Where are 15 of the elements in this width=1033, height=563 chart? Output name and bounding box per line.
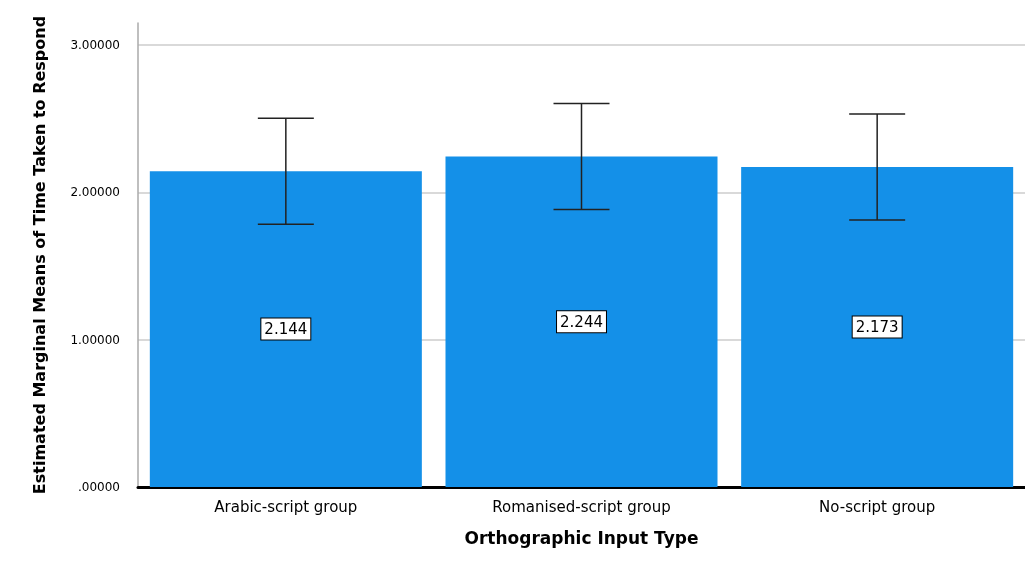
x-tick-label: No-script group <box>819 497 936 516</box>
bar <box>741 166 1014 487</box>
x-axis-title: Orthographic Input Type <box>464 527 699 548</box>
y-tick-label: .00000 <box>78 480 120 494</box>
data-label: 2.173 <box>855 317 899 336</box>
y-tick-label: 3.00000 <box>70 38 120 53</box>
y-axis-title: Estimated Marginal Means of Time Taken to Respond <box>29 15 49 495</box>
y-tick-label: 1.00000 <box>70 332 120 347</box>
y-tick-label: 2.00000 <box>70 185 120 200</box>
bar <box>445 156 718 487</box>
x-tick-label: Arabic-script group <box>214 497 358 516</box>
bar <box>149 171 422 487</box>
x-tick-label: Romanised-script group <box>492 497 671 516</box>
data-label: 2.144 <box>264 320 308 339</box>
data-label: 2.244 <box>560 312 603 331</box>
